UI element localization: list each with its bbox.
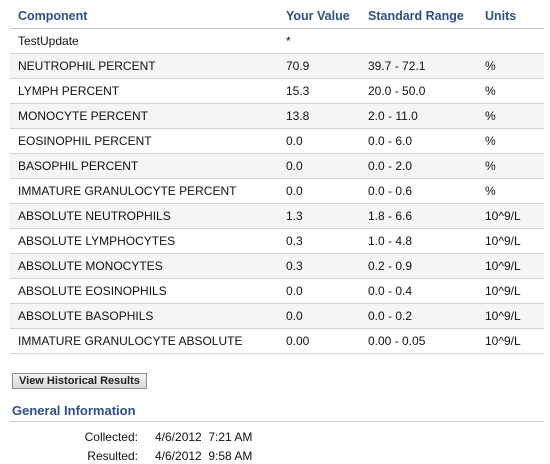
table-row: ABSOLUTE EOSINOPHILS 0.0 0.0 - 0.4 10^9/L (10, 278, 544, 304)
cell-standard-range: 0.0 - 0.6 (360, 178, 477, 204)
column-header-standard-range: Standard Range (360, 3, 477, 29)
view-historical-results-button[interactable]: View Historical Results (12, 373, 147, 389)
table-row: TestUpdate * (10, 28, 544, 54)
cell-component: NEUTROPHIL PERCENT (10, 53, 278, 79)
cell-your-value: 0.0 (278, 178, 360, 204)
results-table-header: Component Your Value Standard Range Unit… (10, 3, 544, 29)
column-header-your-value: Your Value (278, 3, 360, 29)
table-row: NEUTROPHIL PERCENT 70.9 39.7 - 72.1% (10, 53, 544, 79)
cell-your-value: 0.0 (278, 128, 360, 154)
cell-units: % (477, 178, 544, 204)
table-row: BASOPHIL PERCENT 0.0 0.0 - 2.0% (10, 153, 544, 179)
cell-standard-range: 0.00 - 0.05 (360, 328, 477, 354)
table-row: LYMPH PERCENT 15.3 20.0 - 50.0% (10, 78, 544, 104)
table-row: ABSOLUTE NEUTROPHILS 1.3 1.8 - 6.6 10^9/L (10, 203, 544, 229)
cell-component: EOSINOPHIL PERCENT (10, 128, 278, 154)
cell-units: % (477, 103, 544, 129)
cell-standard-range: 0.2 - 0.9 (360, 253, 477, 279)
cell-units: 10^9/L (477, 278, 544, 304)
cell-component: TestUpdate (10, 28, 278, 54)
cell-units: % (477, 153, 544, 179)
table-row: ABSOLUTE MONOCYTES 0.3 0.2 - 0.9 10^9/L (10, 253, 544, 279)
column-header-units: Units (477, 3, 544, 29)
collected-value: 4/6/2012 7:21 AM (155, 430, 253, 444)
cell-standard-range: 39.7 - 72.1 (360, 53, 477, 79)
collected-row: Collected: 4/6/2012 7:21 AM (0, 429, 300, 445)
cell-your-value: 0.0 (278, 303, 360, 329)
results-table-body: TestUpdate * NEUTROPHIL PERCENT 70.9 39.7 - … (10, 28, 544, 354)
cell-standard-range: 2.0 - 11.0 (360, 103, 477, 129)
cell-component: IMMATURE GRANULOCYTE ABSOLUTE (10, 328, 278, 354)
resulted-value: 4/6/2012 9:58 AM (155, 449, 253, 463)
cell-component: ABSOLUTE EOSINOPHILS (10, 278, 278, 304)
cell-standard-range: 0.0 - 0.4 (360, 278, 477, 304)
cell-your-value: * (278, 28, 360, 54)
cell-component: ABSOLUTE MONOCYTES (10, 253, 278, 279)
table-row: IMMATURE GRANULOCYTE ABSOLUTE 0.00 0.00 - … (10, 328, 544, 354)
cell-component: ABSOLUTE BASOPHILS (10, 303, 278, 329)
cell-standard-range: 0.0 - 2.0 (360, 153, 477, 179)
cell-component: ABSOLUTE LYMPHOCYTES (10, 228, 278, 254)
cell-units: % (477, 53, 544, 79)
section-divider (10, 421, 544, 422)
column-header-component: Component (10, 3, 278, 29)
cell-component: MONOCYTE PERCENT (10, 103, 278, 129)
resulted-row: Resulted: 4/6/2012 9:58 AM (0, 448, 300, 464)
cell-units: 10^9/L (477, 328, 544, 354)
cell-units (477, 28, 544, 54)
cell-component: IMMATURE GRANULOCYTE PERCENT (10, 178, 278, 204)
cell-standard-range: 1.0 - 4.8 (360, 228, 477, 254)
cell-your-value: 0.0 (278, 278, 360, 304)
cell-units: 10^9/L (477, 228, 544, 254)
general-information-heading: General Information (12, 403, 136, 418)
cell-your-value: 0.0 (278, 153, 360, 179)
cell-component: BASOPHIL PERCENT (10, 153, 278, 179)
collected-label: Collected: (84, 430, 138, 444)
cell-your-value: 0.00 (278, 328, 360, 354)
cell-your-value: 70.9 (278, 53, 360, 79)
cell-standard-range (360, 28, 477, 54)
table-row: MONOCYTE PERCENT 13.8 2.0 - 11.0% (10, 103, 544, 129)
cell-your-value: 0.3 (278, 228, 360, 254)
results-table: Component Your Value Standard Range Unit… (10, 3, 544, 354)
cell-units: 10^9/L (477, 303, 544, 329)
table-row: ABSOLUTE BASOPHILS 0.0 0.0 - 0.2 10^9/L (10, 303, 544, 329)
cell-units: % (477, 128, 544, 154)
cell-component: LYMPH PERCENT (10, 78, 278, 104)
cell-your-value: 15.3 (278, 78, 360, 104)
table-row: IMMATURE GRANULOCYTE PERCENT 0.0 0.0 - 0.6… (10, 178, 544, 204)
cell-standard-range: 1.8 - 6.6 (360, 203, 477, 229)
cell-your-value: 0.3 (278, 253, 360, 279)
cell-standard-range: 20.0 - 50.0 (360, 78, 477, 104)
cell-units: 10^9/L (477, 253, 544, 279)
table-row: ABSOLUTE LYMPHOCYTES 0.3 1.0 - 4.8 10^9/L (10, 228, 544, 254)
resulted-label: Resulted: (87, 449, 138, 463)
table-row: EOSINOPHIL PERCENT 0.0 0.0 - 6.0% (10, 128, 544, 154)
cell-your-value: 1.3 (278, 203, 360, 229)
cell-units: 10^9/L (477, 203, 544, 229)
cell-standard-range: 0.0 - 0.2 (360, 303, 477, 329)
cell-standard-range: 0.0 - 6.0 (360, 128, 477, 154)
cell-units: % (477, 78, 544, 104)
cell-your-value: 13.8 (278, 103, 360, 129)
cell-component: ABSOLUTE NEUTROPHILS (10, 203, 278, 229)
header-row: Component Your Value Standard Range Unit… (10, 3, 544, 29)
